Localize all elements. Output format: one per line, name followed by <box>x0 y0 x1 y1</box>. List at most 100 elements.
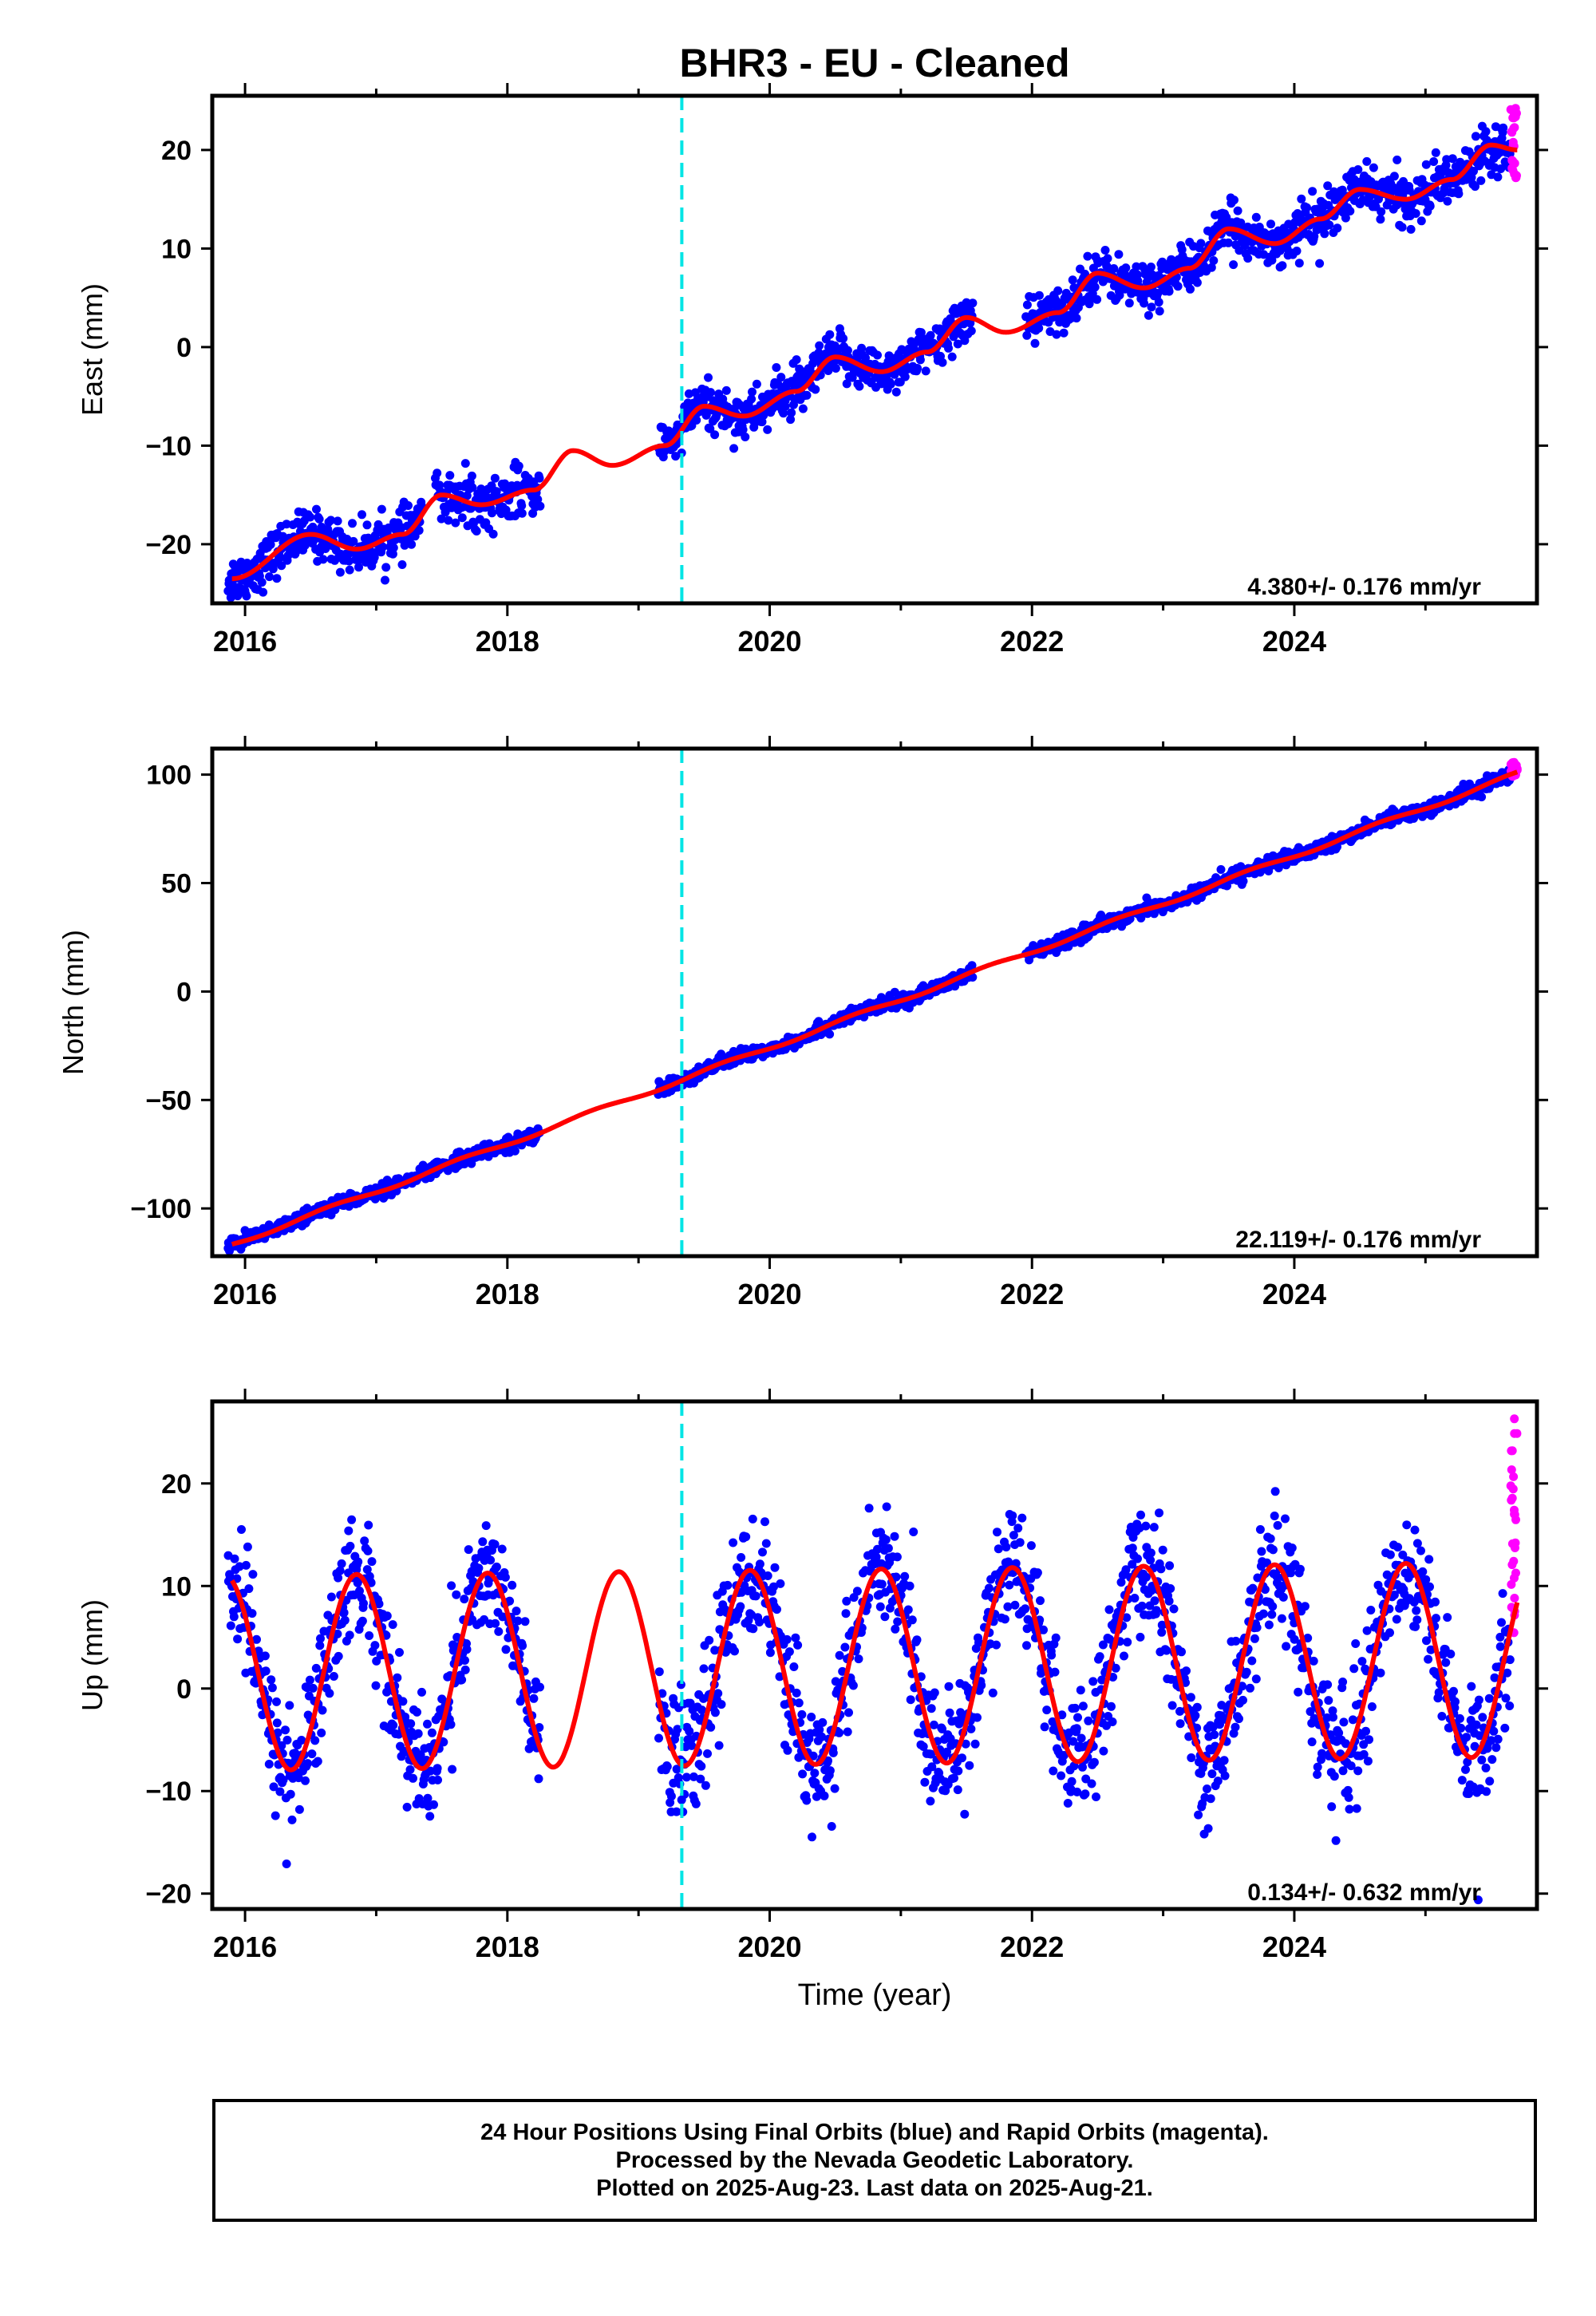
final-orbit-point <box>501 1645 511 1654</box>
final-orbit-point <box>1137 1601 1147 1611</box>
final-orbit-point <box>1290 1634 1299 1644</box>
final-orbit-point <box>360 1536 369 1546</box>
final-orbit-point <box>377 504 386 514</box>
final-orbit-point <box>926 1749 936 1759</box>
final-orbit-point <box>1121 263 1131 273</box>
final-orbit-point <box>1128 1559 1137 1569</box>
final-orbit-point <box>252 1634 261 1644</box>
final-orbit-point <box>1267 1610 1277 1619</box>
final-orbit-point <box>857 343 867 353</box>
final-orbit-point <box>1084 1716 1093 1725</box>
final-orbit-point <box>460 459 470 468</box>
final-orbit-point <box>1393 155 1402 164</box>
final-orbit-point <box>1266 219 1275 229</box>
final-orbit-point <box>1033 1568 1042 1578</box>
final-orbit-point <box>1088 1677 1098 1686</box>
final-orbit-point <box>437 1694 447 1704</box>
final-orbit-point <box>706 388 715 397</box>
final-orbit-point <box>291 547 301 556</box>
final-orbit-point <box>1231 1636 1241 1646</box>
final-orbit-point <box>681 1773 691 1782</box>
final-orbit-point <box>488 529 498 539</box>
final-orbit-point <box>906 1695 915 1705</box>
final-orbit-point <box>1273 1520 1282 1530</box>
final-orbit-point <box>926 330 935 340</box>
final-orbit-point <box>1146 263 1156 271</box>
final-orbit-point <box>414 526 424 536</box>
final-orbit-point <box>687 1741 697 1750</box>
final-orbit-point <box>824 1756 832 1765</box>
final-orbit-point <box>1389 172 1399 181</box>
final-orbit-point <box>1392 1614 1401 1624</box>
x-tick-label: 2024 <box>1262 1278 1326 1310</box>
final-orbit-point <box>696 1774 705 1784</box>
final-orbit-point <box>1146 1548 1156 1558</box>
final-orbit-point <box>1366 1606 1376 1614</box>
final-orbit-point <box>1260 1585 1270 1595</box>
final-orbit-point <box>315 1641 325 1650</box>
final-orbit-point <box>1248 1583 1258 1593</box>
final-orbit-point <box>1191 1711 1200 1721</box>
final-orbit-point <box>271 1811 280 1820</box>
final-orbit-point <box>730 1646 739 1656</box>
final-orbit-point <box>313 1757 322 1766</box>
final-orbit-point <box>294 1773 303 1783</box>
north-rate-label: 22.119+/- 0.176 mm/yr <box>1235 1227 1481 1253</box>
final-orbit-point <box>697 1705 706 1715</box>
final-orbit-point <box>677 449 686 457</box>
final-orbit-point <box>1238 1682 1246 1691</box>
final-orbit-point <box>705 424 715 433</box>
final-orbit-point <box>1015 1538 1025 1547</box>
y-tick-label: 10 <box>161 234 192 264</box>
final-orbit-point <box>658 1689 667 1698</box>
final-orbit-point <box>749 1624 758 1634</box>
final-orbit-point <box>1078 1701 1088 1711</box>
final-orbit-point <box>371 1681 381 1690</box>
final-orbit-point <box>808 1751 818 1761</box>
final-orbit-point <box>267 1683 277 1693</box>
final-orbit-point <box>395 1648 404 1657</box>
final-orbit-point <box>900 1571 910 1581</box>
final-orbit-point <box>842 1596 851 1606</box>
final-orbit-point <box>451 518 460 528</box>
final-orbit-point <box>517 508 527 518</box>
final-orbit-point <box>1207 1769 1217 1779</box>
final-orbit-point <box>407 539 417 549</box>
final-orbit-point <box>654 1667 664 1677</box>
final-orbit-point <box>433 1775 442 1784</box>
final-orbit-point <box>1331 1836 1341 1845</box>
final-orbit-point <box>1109 264 1119 273</box>
final-orbit-point <box>462 1645 472 1654</box>
final-orbit-point <box>417 1687 426 1697</box>
final-orbit-point <box>918 1742 928 1751</box>
north-panel: North (mm) 22.119+/- 0.176 mm/yr −100−50… <box>57 736 1548 1310</box>
final-orbit-point <box>329 1672 338 1681</box>
final-orbit-point <box>1352 1804 1361 1813</box>
final-orbit-point <box>815 341 824 350</box>
final-orbit-point <box>1363 1757 1373 1766</box>
final-orbit-point <box>1257 1547 1266 1556</box>
final-orbit-point <box>1223 238 1233 247</box>
final-orbit-point <box>772 363 781 372</box>
final-orbit-point <box>435 480 444 490</box>
final-orbit-point <box>741 1532 751 1542</box>
final-orbit-point <box>1022 300 1032 310</box>
final-orbit-point <box>286 1789 295 1799</box>
final-orbit-point <box>827 1822 836 1831</box>
final-orbit-point <box>1385 1628 1394 1638</box>
final-orbit-point <box>772 1605 781 1614</box>
final-orbit-point <box>1167 1701 1177 1710</box>
final-orbit-point <box>1431 148 1440 157</box>
final-orbit-point <box>1120 1651 1128 1661</box>
final-orbit-point <box>903 1605 913 1614</box>
final-orbit-point <box>691 1799 701 1808</box>
final-orbit-point <box>1008 1511 1017 1520</box>
model-fit-line <box>231 769 1519 1247</box>
final-orbit-point <box>247 1609 257 1618</box>
final-orbit-point <box>367 1557 377 1567</box>
final-orbit-point <box>468 483 477 492</box>
final-orbit-point <box>345 565 354 575</box>
final-orbit-point <box>1072 1724 1081 1733</box>
final-orbit-point <box>841 1609 851 1618</box>
final-orbit-point <box>264 1760 274 1769</box>
